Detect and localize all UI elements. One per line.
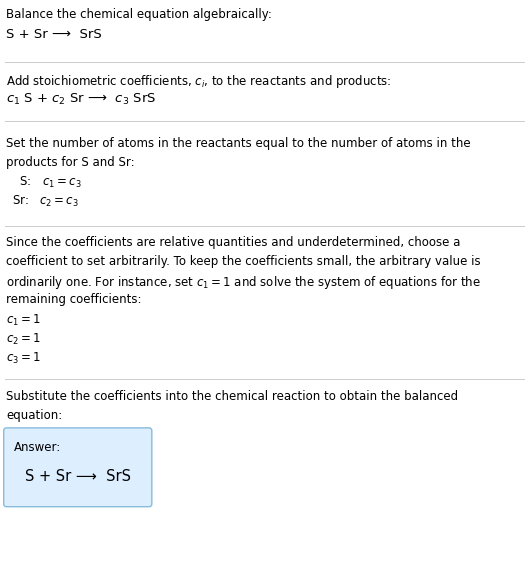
Text: $c_1 = 1$: $c_1 = 1$ xyxy=(6,312,41,328)
Text: equation:: equation: xyxy=(6,409,62,422)
Text: Sr:   $c_2 = c_3$: Sr: $c_2 = c_3$ xyxy=(12,194,78,209)
Text: Since the coefficients are relative quantities and underdetermined, choose a: Since the coefficients are relative quan… xyxy=(6,236,461,249)
Text: ordinarily one. For instance, set $c_1 = 1$ and solve the system of equations fo: ordinarily one. For instance, set $c_1 =… xyxy=(6,274,481,291)
Text: Substitute the coefficients into the chemical reaction to obtain the balanced: Substitute the coefficients into the che… xyxy=(6,390,459,403)
Text: S + Sr ⟶  SrS: S + Sr ⟶ SrS xyxy=(6,28,102,41)
Text: S + Sr ⟶  SrS: S + Sr ⟶ SrS xyxy=(25,468,131,484)
Text: Balance the chemical equation algebraically:: Balance the chemical equation algebraica… xyxy=(6,8,272,21)
Text: S:   $c_1 = c_3$: S: $c_1 = c_3$ xyxy=(12,175,81,190)
Text: $c_1$ S + $c_2$ Sr ⟶  $c_3$ SrS: $c_1$ S + $c_2$ Sr ⟶ $c_3$ SrS xyxy=(6,92,157,107)
Text: remaining coefficients:: remaining coefficients: xyxy=(6,293,142,306)
Text: Add stoichiometric coefficients, $c_i$, to the reactants and products:: Add stoichiometric coefficients, $c_i$, … xyxy=(6,73,392,90)
Text: Set the number of atoms in the reactants equal to the number of atoms in the: Set the number of atoms in the reactants… xyxy=(6,137,471,150)
FancyBboxPatch shape xyxy=(4,428,152,507)
Text: Answer:: Answer: xyxy=(14,441,61,454)
Text: $c_2 = 1$: $c_2 = 1$ xyxy=(6,332,41,347)
Text: $c_3 = 1$: $c_3 = 1$ xyxy=(6,351,41,366)
Text: products for S and Sr:: products for S and Sr: xyxy=(6,156,135,169)
Text: coefficient to set arbitrarily. To keep the coefficients small, the arbitrary va: coefficient to set arbitrarily. To keep … xyxy=(6,255,481,268)
